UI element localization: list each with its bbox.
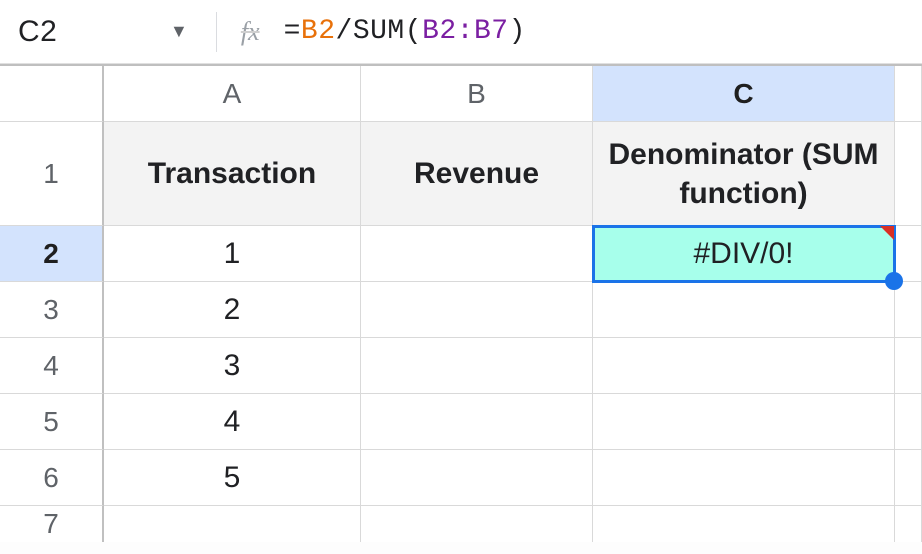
cell-A5[interactable]: 4 — [104, 394, 361, 450]
cell-A1[interactable]: Transaction — [104, 122, 361, 226]
formula-open: ( — [405, 16, 422, 47]
formula-close: ) — [509, 16, 526, 47]
cell-A3[interactable]: 2 — [104, 282, 361, 338]
row-header-2[interactable]: 2 — [0, 226, 104, 282]
col-header-next[interactable] — [895, 66, 922, 122]
cell-B6[interactable] — [361, 450, 593, 506]
cell-B3[interactable] — [361, 282, 593, 338]
formula-ref-b2: B2 — [301, 16, 336, 47]
name-box-dropdown-icon[interactable]: ▼ — [170, 21, 188, 42]
row-5: 5 4 — [0, 394, 922, 450]
cell-D4[interactable] — [895, 338, 922, 394]
row-header-5[interactable]: 5 — [0, 394, 104, 450]
error-flag-icon[interactable] — [880, 226, 894, 240]
row-6: 6 5 — [0, 450, 922, 506]
col-header-A[interactable]: A — [104, 66, 361, 122]
formula-eq: = — [284, 16, 301, 47]
formula-slash: / — [336, 16, 353, 47]
cell-C1[interactable]: Denominator (SUM function) — [593, 122, 895, 226]
cell-D1[interactable] — [895, 122, 922, 226]
formula-input[interactable]: =B2/SUM(B2:B7) — [284, 16, 526, 47]
cell-A6[interactable]: 5 — [104, 450, 361, 506]
select-all-corner[interactable] — [0, 66, 104, 122]
cell-C2[interactable]: #DIV/0! — [593, 226, 895, 282]
row-1: 1 Transaction Revenue Denominator (SUM f… — [0, 122, 922, 226]
cell-A2[interactable]: 1 — [104, 226, 361, 282]
cell-B7[interactable] — [361, 506, 593, 542]
cell-B4[interactable] — [361, 338, 593, 394]
col-header-B[interactable]: B — [361, 66, 593, 122]
cell-B5[interactable] — [361, 394, 593, 450]
row-4: 4 3 — [0, 338, 922, 394]
col-header-C[interactable]: C — [593, 66, 895, 122]
cell-C4[interactable] — [593, 338, 895, 394]
cell-C7[interactable] — [593, 506, 895, 542]
spreadsheet-window: C2 ▼ fx =B2/SUM(B2:B7) A B C 1 Transacti… — [0, 0, 922, 554]
cell-D6[interactable] — [895, 450, 922, 506]
row-2: 2 1 #DIV/0! — [0, 226, 922, 282]
cell-C2-value: #DIV/0! — [693, 237, 793, 271]
row-header-6[interactable]: 6 — [0, 450, 104, 506]
row-header-3[interactable]: 3 — [0, 282, 104, 338]
cell-D3[interactable] — [895, 282, 922, 338]
row-header-7[interactable]: 7 — [0, 506, 104, 542]
cell-C5[interactable] — [593, 394, 895, 450]
name-box[interactable]: C2 — [10, 15, 170, 49]
cell-D7[interactable] — [895, 506, 922, 542]
sheet-grid: A B C 1 Transaction Revenue Denominator … — [0, 64, 922, 542]
formula-fn: SUM — [353, 16, 405, 47]
fill-handle[interactable] — [885, 272, 903, 290]
cell-B1[interactable]: Revenue — [361, 122, 593, 226]
formula-ref-range: B2:B7 — [422, 16, 509, 47]
row-7: 7 — [0, 506, 922, 542]
fx-icon[interactable]: fx — [241, 17, 260, 47]
column-header-row: A B C — [0, 66, 922, 122]
cell-C6[interactable] — [593, 450, 895, 506]
cell-C3[interactable] — [593, 282, 895, 338]
divider — [216, 12, 217, 52]
cell-B2[interactable] — [361, 226, 593, 282]
cell-D5[interactable] — [895, 394, 922, 450]
cell-A7[interactable] — [104, 506, 361, 542]
cell-A4[interactable]: 3 — [104, 338, 361, 394]
row-header-1[interactable]: 1 — [0, 122, 104, 226]
formula-bar: C2 ▼ fx =B2/SUM(B2:B7) — [0, 0, 922, 64]
row-3: 3 2 — [0, 282, 922, 338]
row-header-4[interactable]: 4 — [0, 338, 104, 394]
